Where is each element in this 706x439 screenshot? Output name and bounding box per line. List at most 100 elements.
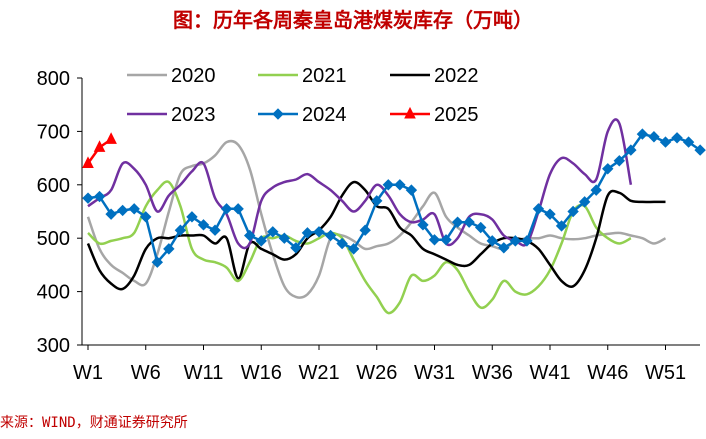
source-note: 来源：WIND，财通证券研究所 (0, 415, 188, 431)
data-point-2024 (220, 203, 233, 215)
y-axis-tick-labels: 300 400 500 600 700 800 (37, 68, 82, 357)
data-point-2024 (463, 216, 475, 228)
data-point-2025 (105, 132, 117, 144)
series-line-2020 (86, 139, 667, 299)
x-tick-label: W36 (472, 362, 513, 384)
data-point-2024 (648, 131, 660, 143)
y-tick-label: 800 (37, 68, 70, 90)
data-point-2024 (163, 243, 175, 255)
legend-item-2023: 2023 (127, 104, 216, 126)
data-point-2024 (336, 237, 348, 250)
data-point-2024 (694, 144, 706, 156)
data-point-2024 (555, 220, 568, 232)
legend-item-2021: 2021 (258, 65, 347, 87)
x-tick-label: W46 (587, 362, 628, 384)
legend-swatch-marker (272, 108, 284, 120)
data-point-2024 (128, 203, 140, 215)
x-tick-label: W51 (645, 362, 686, 384)
data-point-2024 (255, 235, 267, 247)
data-point-2024 (486, 235, 498, 247)
chart-title: 图：历年各周秦皇岛港煤炭库存（万吨） (173, 8, 533, 32)
data-point-2024 (116, 204, 129, 217)
series-2021 (87, 180, 632, 315)
legend-label: 2021 (302, 65, 347, 87)
legend-label: 2020 (171, 65, 216, 87)
data-point-2024 (509, 235, 522, 247)
x-axis-tick-labels: W1 W6 W11 W16 W21 W26 W31 W36 W41 W46 W51 (73, 345, 686, 384)
data-point-2024 (243, 229, 256, 242)
data-point-2024 (371, 195, 383, 207)
x-tick-label: W21 (298, 362, 339, 384)
legend: 2020 2021 2022 2023 2024 2025 (127, 65, 479, 126)
data-point-2024 (498, 242, 510, 254)
series-2020 (86, 139, 667, 299)
legend-item-2025: 2025 (390, 104, 479, 126)
y-tick-label: 300 (37, 335, 70, 357)
data-point-2024 (313, 226, 325, 238)
data-point-2024 (359, 224, 371, 236)
x-tick-label: W6 (131, 362, 161, 384)
legend-item-2024: 2024 (258, 104, 347, 126)
data-point-2024 (186, 211, 198, 223)
data-point-2024 (140, 211, 152, 223)
data-point-2024 (417, 219, 429, 231)
data-point-2024 (578, 196, 591, 208)
data-point-2024 (382, 179, 395, 191)
data-point-2024 (544, 208, 556, 220)
data-point-2024 (301, 227, 314, 239)
data-point-2024 (521, 235, 533, 247)
x-tick-label: W41 (529, 362, 570, 384)
legend-item-2022: 2022 (390, 65, 479, 87)
data-point-2024 (197, 219, 210, 231)
data-point-2025 (82, 156, 94, 168)
x-tick-label: W31 (414, 362, 455, 384)
data-point-2024 (602, 163, 614, 175)
data-point-2024 (278, 232, 291, 244)
data-point-2024 (671, 132, 683, 144)
legend-item-2020: 2020 (127, 65, 216, 87)
data-point-2024 (93, 190, 106, 203)
legend-label: 2022 (434, 65, 479, 87)
data-point-2024 (613, 155, 626, 167)
data-point-2024 (625, 144, 637, 156)
axes (81, 78, 700, 346)
data-point-2024 (440, 234, 452, 246)
data-point-2025 (93, 140, 106, 152)
x-tick-label: W26 (356, 362, 397, 384)
data-point-2024 (590, 184, 602, 196)
data-point-2024 (428, 234, 441, 246)
data-point-2024 (567, 205, 579, 218)
data-point-2024 (405, 184, 418, 196)
data-point-2024 (451, 216, 464, 228)
data-point-2024 (209, 224, 221, 236)
data-point-2024 (324, 229, 337, 242)
data-point-2024 (105, 208, 117, 220)
y-tick-label: 500 (37, 228, 70, 250)
data-point-2024 (290, 242, 302, 254)
data-point-2024 (174, 224, 187, 236)
series-2025 (82, 132, 117, 168)
series-line-2021 (87, 180, 632, 315)
data-point-2024 (394, 179, 406, 191)
data-point-2024 (151, 256, 164, 268)
data-point-2024 (82, 192, 94, 204)
data-point-2024 (659, 136, 672, 148)
y-tick-label: 700 (37, 121, 70, 143)
data-point-2024 (682, 136, 695, 148)
x-tick-label: W16 (241, 362, 282, 384)
data-point-2024 (267, 226, 279, 238)
x-tick-label: W1 (73, 362, 103, 384)
data-point-2024 (532, 203, 545, 215)
series-2024 (82, 128, 706, 268)
data-point-2024 (347, 243, 360, 255)
data-point-2024 (474, 221, 487, 234)
legend-label: 2024 (302, 104, 347, 126)
data-point-2024 (636, 128, 649, 140)
legend-label: 2023 (171, 104, 216, 126)
series-layer (82, 118, 706, 315)
legend-label: 2025 (434, 104, 479, 126)
series-line-2024 (87, 132, 701, 264)
legend-swatch-marker (404, 106, 416, 119)
data-point-2024 (232, 203, 244, 215)
